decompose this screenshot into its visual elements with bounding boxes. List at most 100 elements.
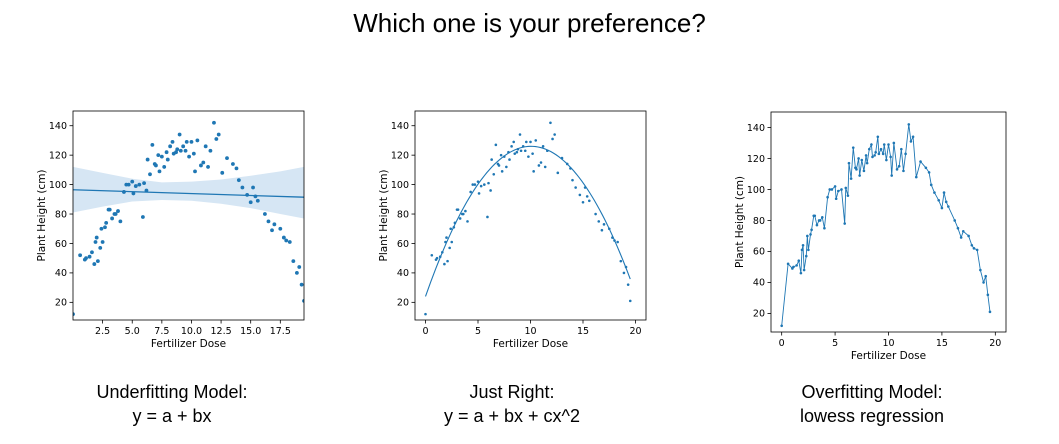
lowess-line [781,124,991,326]
data-point [92,262,97,266]
data-point [581,200,585,204]
data-point [456,208,460,211]
data-point [534,139,538,142]
data-point [551,137,554,141]
data-point [251,185,255,190]
data-point [170,140,175,144]
data-point [574,186,577,189]
data-point [94,235,99,240]
data-point [199,163,203,168]
data-point [189,140,194,144]
x-tick-label: 20 [989,338,1001,349]
y-axis-label: Plant Height (cm) [378,169,390,261]
plot-frame [72,110,305,321]
data-point [142,181,146,186]
x-tick-label: 15 [936,338,948,349]
data-point [523,149,527,153]
data-point [236,178,241,183]
data-point [297,265,302,269]
y-axis-label: Plant Height (cm) [734,176,746,268]
x-tick-label: 15 [577,326,589,337]
data-point [532,170,535,173]
data-point [527,155,530,158]
underfitting-caption: Underfitting Model: y = a + bx [22,380,322,428]
plot-area [780,123,992,328]
just-right-caption-title: Just Right: [469,382,555,402]
data-point [500,170,504,173]
data-point [206,165,210,169]
data-point [541,145,545,148]
data-point [549,121,552,125]
data-point [294,271,299,275]
y-tick-label: 80 [397,209,409,220]
data-point [529,140,532,144]
data-point [483,183,486,186]
data-point [585,195,589,198]
data-point [177,132,182,137]
data-point [208,148,213,153]
data-point [435,256,439,260]
data-point [187,154,191,159]
x-tick-label: 10 [882,338,894,349]
data-point [479,184,483,188]
data-point [220,170,225,175]
data-point [497,164,501,167]
data-point [126,182,131,187]
data-point [553,133,556,136]
data-point [270,228,274,233]
x-axis-label: Fertilizer Dose [151,338,226,350]
data-point [499,153,503,157]
data-point [231,162,235,166]
data-point [87,254,92,259]
y-tick-label: 20 [55,298,67,309]
data-point [616,240,619,244]
y-tick-label: 80 [753,216,765,227]
data-point [525,140,528,144]
y-tick-label: 60 [753,247,765,258]
data-point [131,191,136,196]
data-point [443,262,446,266]
data-point [145,157,150,162]
data-point [165,157,170,162]
data-point [281,235,286,240]
data-point [255,198,260,203]
y-tick-label: 100 [391,180,409,191]
data-point [494,143,498,147]
x-tick-label: 5 [475,326,481,337]
data-point [248,200,253,205]
x-tick-label: 17.5 [270,326,291,337]
overfitting-caption: Overfitting Model: lowess regression [722,380,1022,428]
data-point [98,245,103,250]
data-point [543,165,547,169]
data-point [148,172,152,177]
data-point [626,283,630,286]
data-point [512,140,515,144]
data-point [140,215,145,219]
x-axis-label: Fertilizer Dose [851,350,926,362]
x-tick-label: 10.0 [181,326,202,337]
data-point [299,282,304,287]
data-point [537,164,541,167]
y-tick-label: 20 [397,298,409,309]
data-point [458,217,462,220]
data-point [181,144,186,149]
data-point [466,220,469,223]
x-axis-label: Fertilizer Dose [493,338,568,350]
data-point [476,180,480,183]
data-point [175,147,180,152]
regression-line [73,189,304,198]
data-point [302,298,304,303]
data-point [174,150,178,155]
just-right-chart: 0 5 10 15 20 20 40 60 80 100 120 140 Fertilizer Dose… [378,110,647,350]
data-point [450,240,454,244]
y-tick-label: 20 [753,309,765,320]
data-point [449,227,452,231]
data-point [195,138,200,143]
data-point [571,178,574,182]
data-point [100,240,105,244]
data-point [263,212,267,216]
data-point [130,179,135,184]
data-point [519,149,523,153]
data-point [462,212,465,216]
data-point [150,142,155,147]
